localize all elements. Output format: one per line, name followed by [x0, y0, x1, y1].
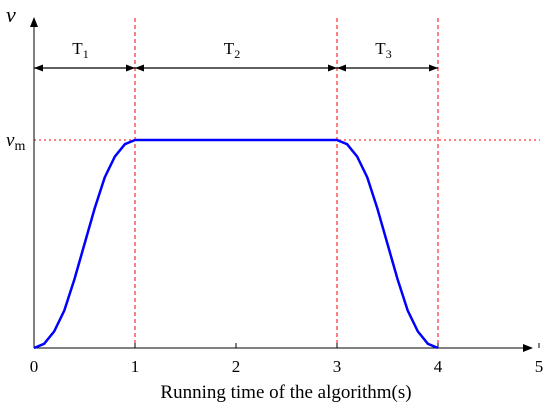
- axes: [30, 17, 533, 352]
- x-axis-title: Running time of the algorithm(s): [160, 382, 411, 403]
- x-ticks: 0 1 2 3 4 5: [30, 343, 544, 376]
- y-axis-title: v: [6, 2, 16, 27]
- phase-label-2: T2: [224, 39, 240, 61]
- x-tick-label: 5: [535, 357, 544, 376]
- reference-lines: [34, 18, 540, 348]
- x-tick-label: 2: [232, 357, 241, 376]
- phase-dimensions: T1 T2 T3: [34, 39, 438, 72]
- x-tick-label: 4: [434, 357, 443, 376]
- x-tick-label: 1: [131, 357, 140, 376]
- phase-label-1: T1: [72, 39, 88, 61]
- x-tick-label: 0: [30, 357, 39, 376]
- vm-tick-label: vm: [6, 130, 25, 154]
- velocity-curve: [33, 138, 439, 350]
- x-tick-label: 3: [333, 357, 342, 376]
- phase-label-3: T3: [375, 39, 391, 61]
